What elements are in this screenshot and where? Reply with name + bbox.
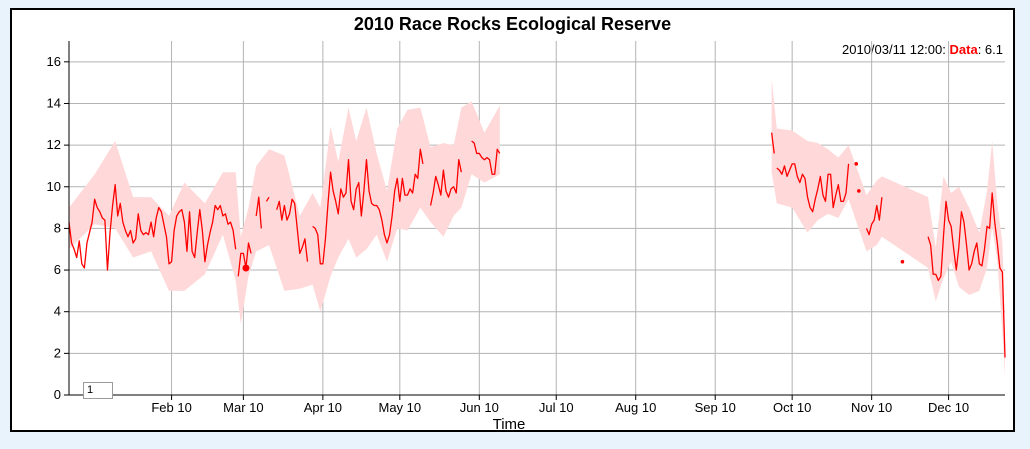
x-tick-label: Mar 10 xyxy=(223,400,263,415)
chart-title: 2010 Race Rocks Ecological Reserve xyxy=(353,14,672,34)
y-tick-label: 16 xyxy=(47,54,61,69)
x-tick-label: Jun 10 xyxy=(460,400,499,415)
series-line-segment xyxy=(776,163,850,213)
series-line-segment xyxy=(471,140,501,175)
error-band-segment xyxy=(771,78,1005,377)
value-readout: 2010/03/11 12:00: Data: 6.1 xyxy=(842,42,1003,57)
readout-value: 6.1 xyxy=(984,42,1003,57)
x-tick-label: Jul 10 xyxy=(539,400,574,415)
x-tick-label: Nov 10 xyxy=(851,400,892,415)
series-line-segment xyxy=(865,197,883,236)
series-line-segment xyxy=(429,159,462,206)
chart-frame: 2010 Race Rocks Ecological Reserve 2010/… xyxy=(10,8,1017,434)
x-tick-label: Aug 10 xyxy=(615,400,656,415)
x-axis-title: Time xyxy=(493,416,526,433)
error-band-segment xyxy=(69,101,500,325)
series-line-segment xyxy=(770,132,775,154)
y-tick-label: 14 xyxy=(47,95,61,110)
y-tick-label: 6 xyxy=(54,262,61,277)
x-tick-label: Dec 10 xyxy=(928,400,969,415)
series-point xyxy=(900,259,905,264)
series-line-segment xyxy=(276,198,309,262)
series-line-segment xyxy=(265,196,270,202)
series-point xyxy=(854,162,859,166)
y-tick-label: 12 xyxy=(47,137,61,152)
x-tick-label: Sep 10 xyxy=(695,400,736,415)
y-tick-label: 8 xyxy=(54,220,61,235)
axes: 0 2 4 6 8 10 12 14 16 Feb 10 Mar 10 Apr 10 May 10 Jun… xyxy=(47,41,1005,415)
readout-label: Data xyxy=(949,42,978,57)
highlight-point xyxy=(242,264,250,272)
series-point xyxy=(857,189,861,193)
x-tick-label: Oct 10 xyxy=(773,400,811,415)
x-tick-label: Apr 10 xyxy=(304,400,342,415)
series-line-segment xyxy=(255,196,262,229)
y-tick-label: 2 xyxy=(54,345,61,360)
series-line-segment xyxy=(68,184,237,271)
readout-time: 2010/03/11 12:00: xyxy=(842,42,946,57)
series-line-segment xyxy=(927,192,1006,358)
error-band xyxy=(69,78,1005,377)
x-tick-label: May 10 xyxy=(378,400,421,415)
y-tick-label: 4 xyxy=(54,304,61,319)
series-line-segment xyxy=(237,242,252,277)
roll-period-input[interactable]: 1 xyxy=(83,382,113,399)
x-tick-label: Feb 10 xyxy=(151,400,191,415)
data-series xyxy=(68,132,1006,358)
plot-area[interactable]: 0 2 4 6 8 10 12 14 16 Feb 10 Mar 10 Apr 10 May 10 Jun… xyxy=(12,10,1017,434)
y-tick-label: 0 xyxy=(54,387,61,402)
y-tick-label: 10 xyxy=(47,179,61,194)
series-line-segment xyxy=(312,148,424,265)
